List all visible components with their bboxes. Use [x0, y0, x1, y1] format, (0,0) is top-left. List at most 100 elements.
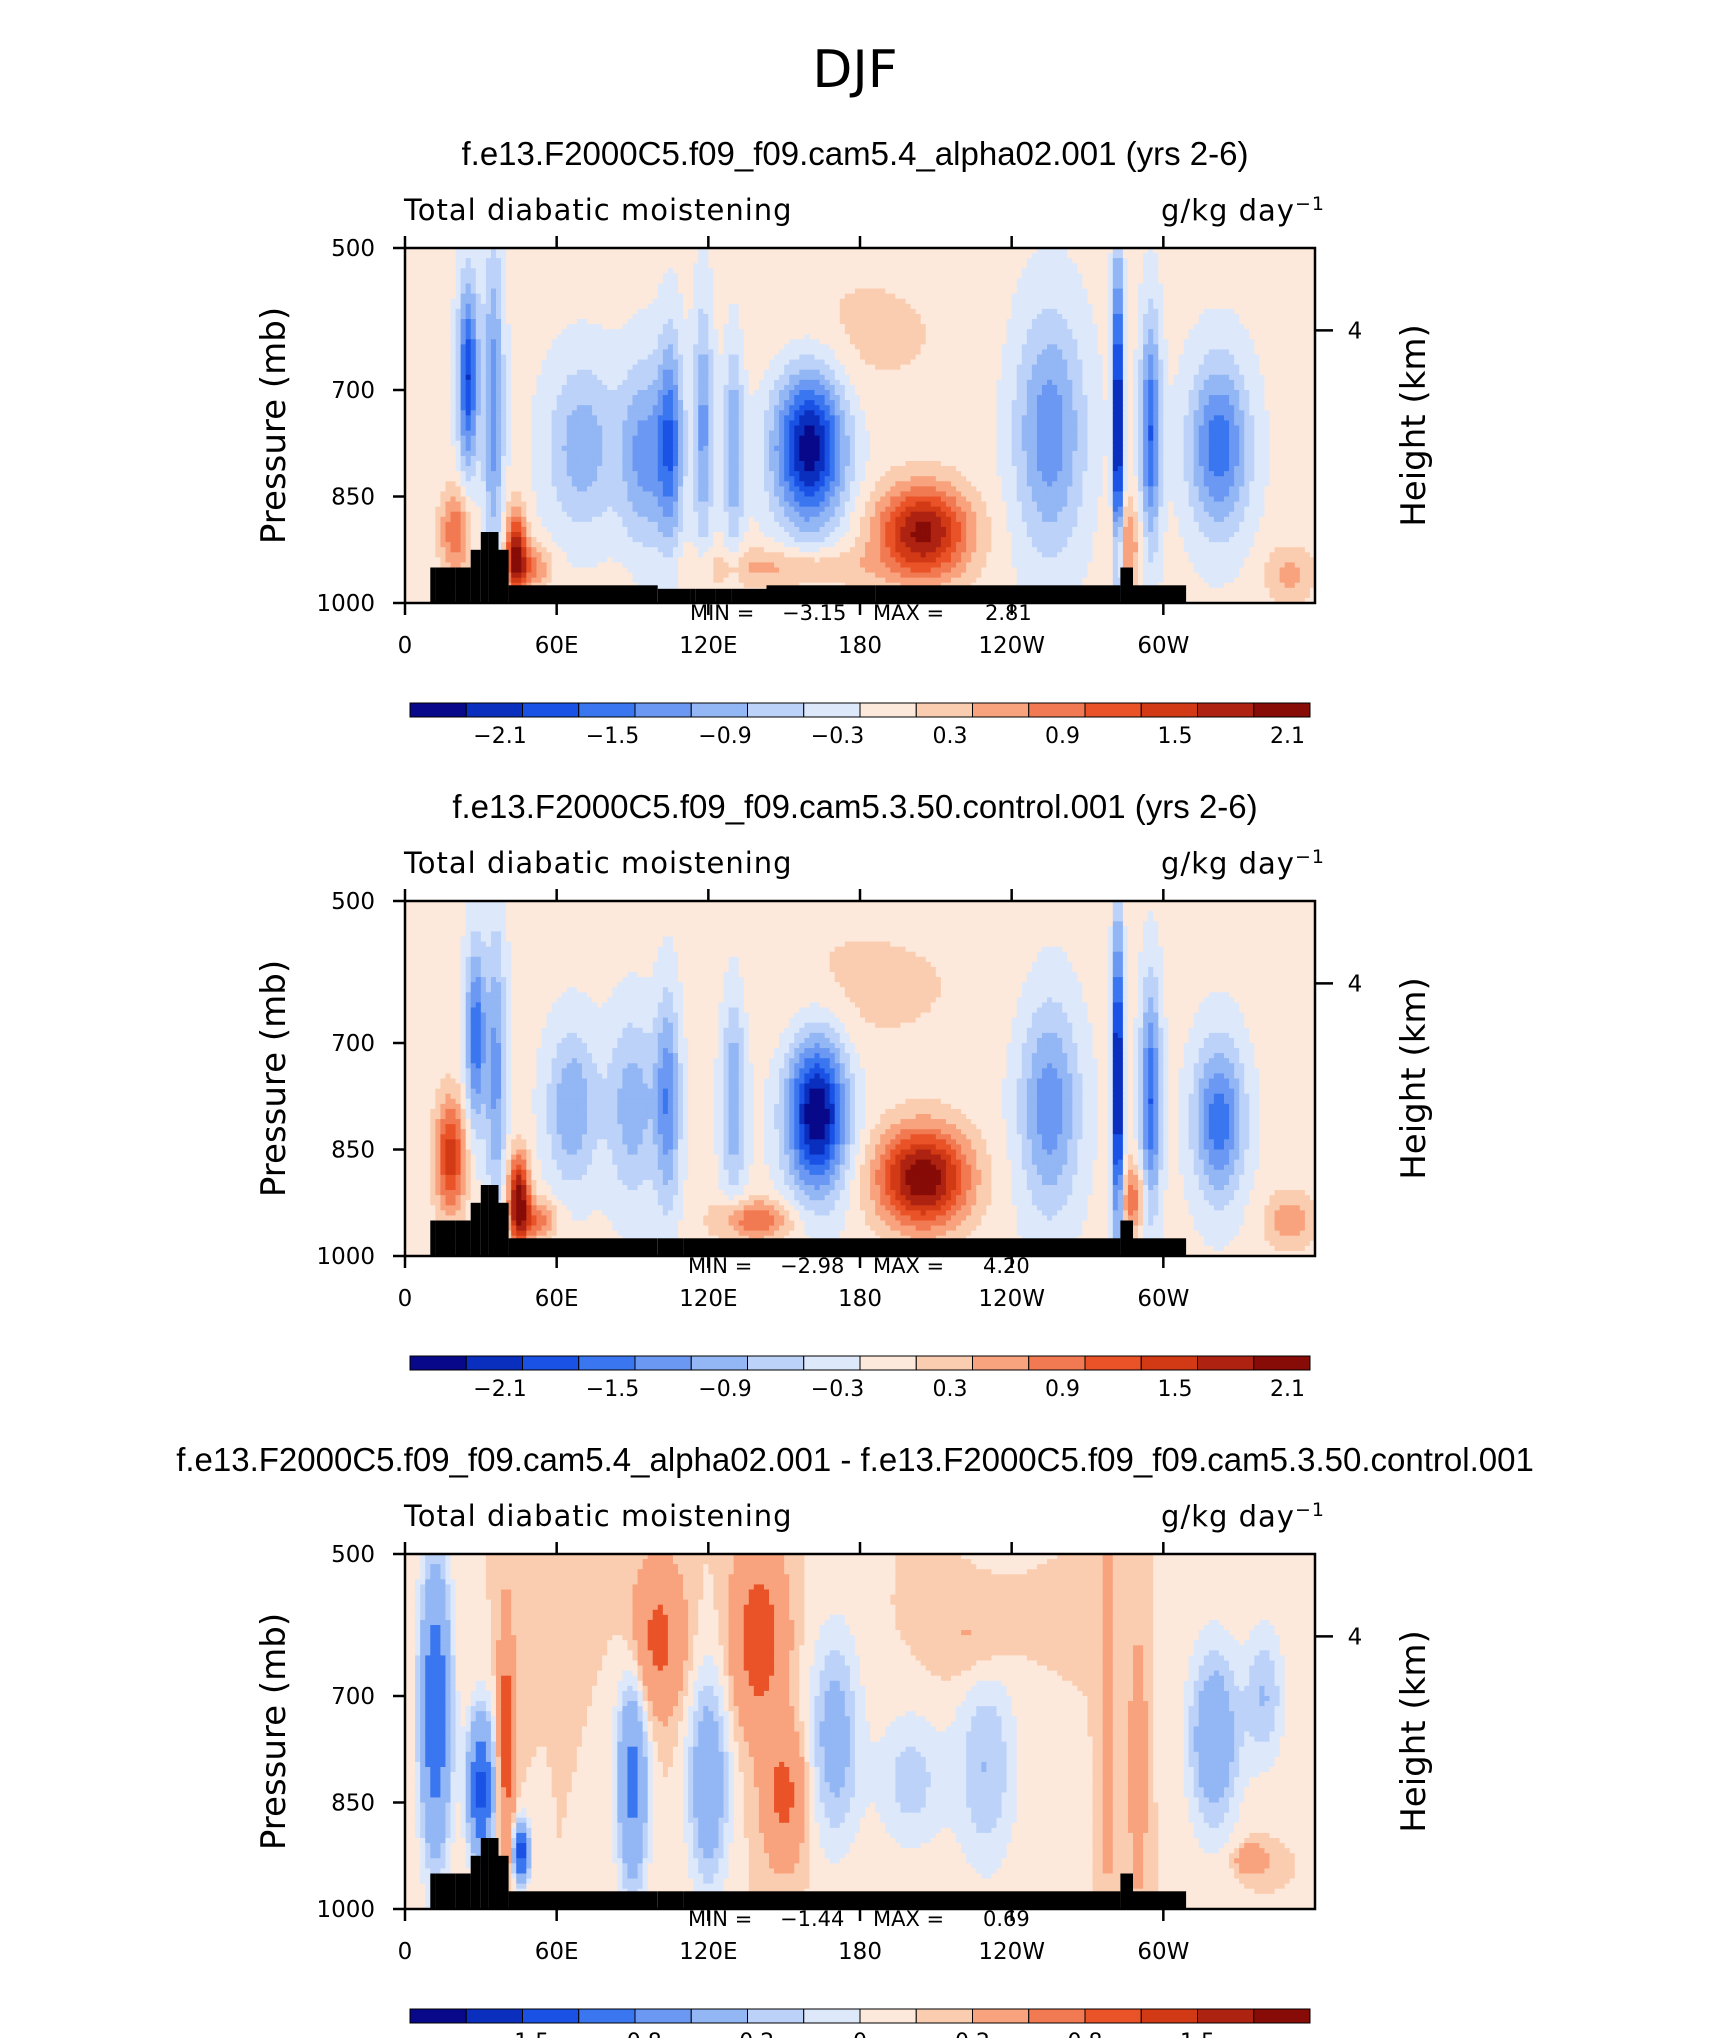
heatmap-cell [829, 384, 836, 391]
heatmap-cell [1284, 283, 1291, 290]
heatmap-cell [1254, 283, 1260, 290]
heatmap-cell [1193, 354, 1200, 361]
heatmap-cell [1021, 313, 1028, 320]
heatmap-cell [905, 263, 912, 269]
heatmap-cell [723, 384, 730, 391]
heatmap-cell [1208, 253, 1215, 259]
heatmap-cell [915, 319, 922, 325]
heatmap-cell [905, 334, 912, 340]
heatmap-cell [496, 313, 502, 320]
heatmap-cell [854, 364, 861, 371]
heatmap-cell [728, 339, 735, 345]
heatmap-cell [576, 303, 583, 310]
heatmap-cell [1082, 374, 1089, 381]
heatmap-cell [1254, 334, 1260, 340]
heatmap-cell [450, 293, 457, 300]
heatmap-cell [531, 308, 538, 315]
heatmap-cell [940, 258, 947, 264]
heatmap-cell [1036, 253, 1043, 259]
heatmap-cell [1254, 319, 1260, 325]
heatmap-cell [935, 379, 942, 386]
heatmap-cell [1087, 263, 1094, 269]
heatmap-cell [1264, 278, 1271, 285]
heatmap-cell [1208, 268, 1215, 274]
heatmap-cell [1021, 344, 1028, 351]
heatmap-cell [880, 369, 886, 376]
heatmap-cell [1127, 334, 1134, 340]
heatmap-cell [895, 329, 902, 335]
heatmap-cell [1016, 268, 1023, 274]
heatmap-cell [945, 273, 952, 280]
heatmap-cell [496, 324, 502, 330]
heatmap-cell [693, 248, 699, 254]
heatmap-cell [657, 263, 664, 269]
heatmap-cell [834, 258, 841, 264]
heatmap-cell [1082, 293, 1089, 300]
heatmap-cell [470, 278, 477, 285]
heatmap-cell [1193, 349, 1200, 356]
heatmap-cell [890, 359, 896, 366]
heatmap-cell [945, 349, 952, 356]
heatmap-cell [581, 268, 588, 274]
heatmap-cell [784, 349, 790, 356]
heatmap-cell [496, 298, 502, 305]
heatmap-cell [455, 298, 462, 305]
heatmap-cell [961, 334, 967, 340]
heatmap-cell [662, 374, 669, 381]
heatmap-cell [774, 339, 780, 345]
heatmap-cell [480, 293, 487, 300]
heatmap-cell [885, 324, 891, 330]
heatmap-cell [718, 354, 725, 361]
heatmap-cell [849, 258, 856, 264]
heatmap-cell [430, 349, 436, 356]
heatmap-cell [961, 263, 967, 269]
heatmap-cell [1082, 379, 1089, 386]
heatmap-cell [1031, 283, 1038, 290]
heatmap-cell [824, 324, 831, 330]
heatmap-cell [981, 324, 987, 330]
heatmap-cell [1112, 308, 1119, 315]
heatmap-cell [915, 253, 922, 259]
heatmap-cell [865, 384, 871, 391]
heatmap-cell [839, 319, 846, 325]
heatmap-cell [748, 324, 755, 330]
heatmap-cell [1062, 273, 1068, 280]
heatmap-cell [511, 298, 517, 305]
heatmap-cell [981, 298, 987, 305]
heatmap-cell [1304, 253, 1311, 259]
heatmap-cell [834, 359, 841, 366]
heatmap-cell [1112, 319, 1119, 325]
heatmap-cell [915, 354, 922, 361]
heatmap-cell [1016, 384, 1023, 391]
heatmap-cell [981, 339, 987, 345]
heatmap-cell [501, 263, 507, 269]
heatmap-cell [425, 349, 431, 356]
heatmap-cell [824, 298, 831, 305]
heatmap-cell [415, 268, 421, 274]
heatmap-cell [536, 298, 543, 305]
heatmap-cell [430, 384, 436, 391]
heatmap-cell [895, 298, 902, 305]
heatmap-cell [834, 248, 841, 254]
heatmap-cell [1143, 288, 1149, 295]
heatmap-cell [1148, 303, 1154, 310]
heatmap-cell [632, 374, 639, 381]
heatmap-cell [981, 253, 987, 259]
heatmap-cell [814, 384, 821, 391]
heatmap-cell [703, 263, 709, 269]
heatmap-cell [1264, 374, 1271, 381]
heatmap-cell [1112, 364, 1119, 371]
heatmap-cell [758, 298, 765, 305]
heatmap-cell [1117, 364, 1124, 371]
heatmap-cell [956, 329, 962, 335]
heatmap-cell [627, 349, 634, 356]
heatmap-cell [966, 258, 972, 264]
heatmap-cell [435, 384, 441, 391]
heatmap-cell [693, 334, 699, 340]
heatmap-cell [506, 329, 512, 335]
heatmap-cell [667, 293, 674, 300]
heatmap-cell [1203, 369, 1210, 376]
heatmap-cell [1133, 339, 1139, 345]
heatmap-cell [485, 384, 492, 391]
heatmap-cell [511, 308, 517, 315]
